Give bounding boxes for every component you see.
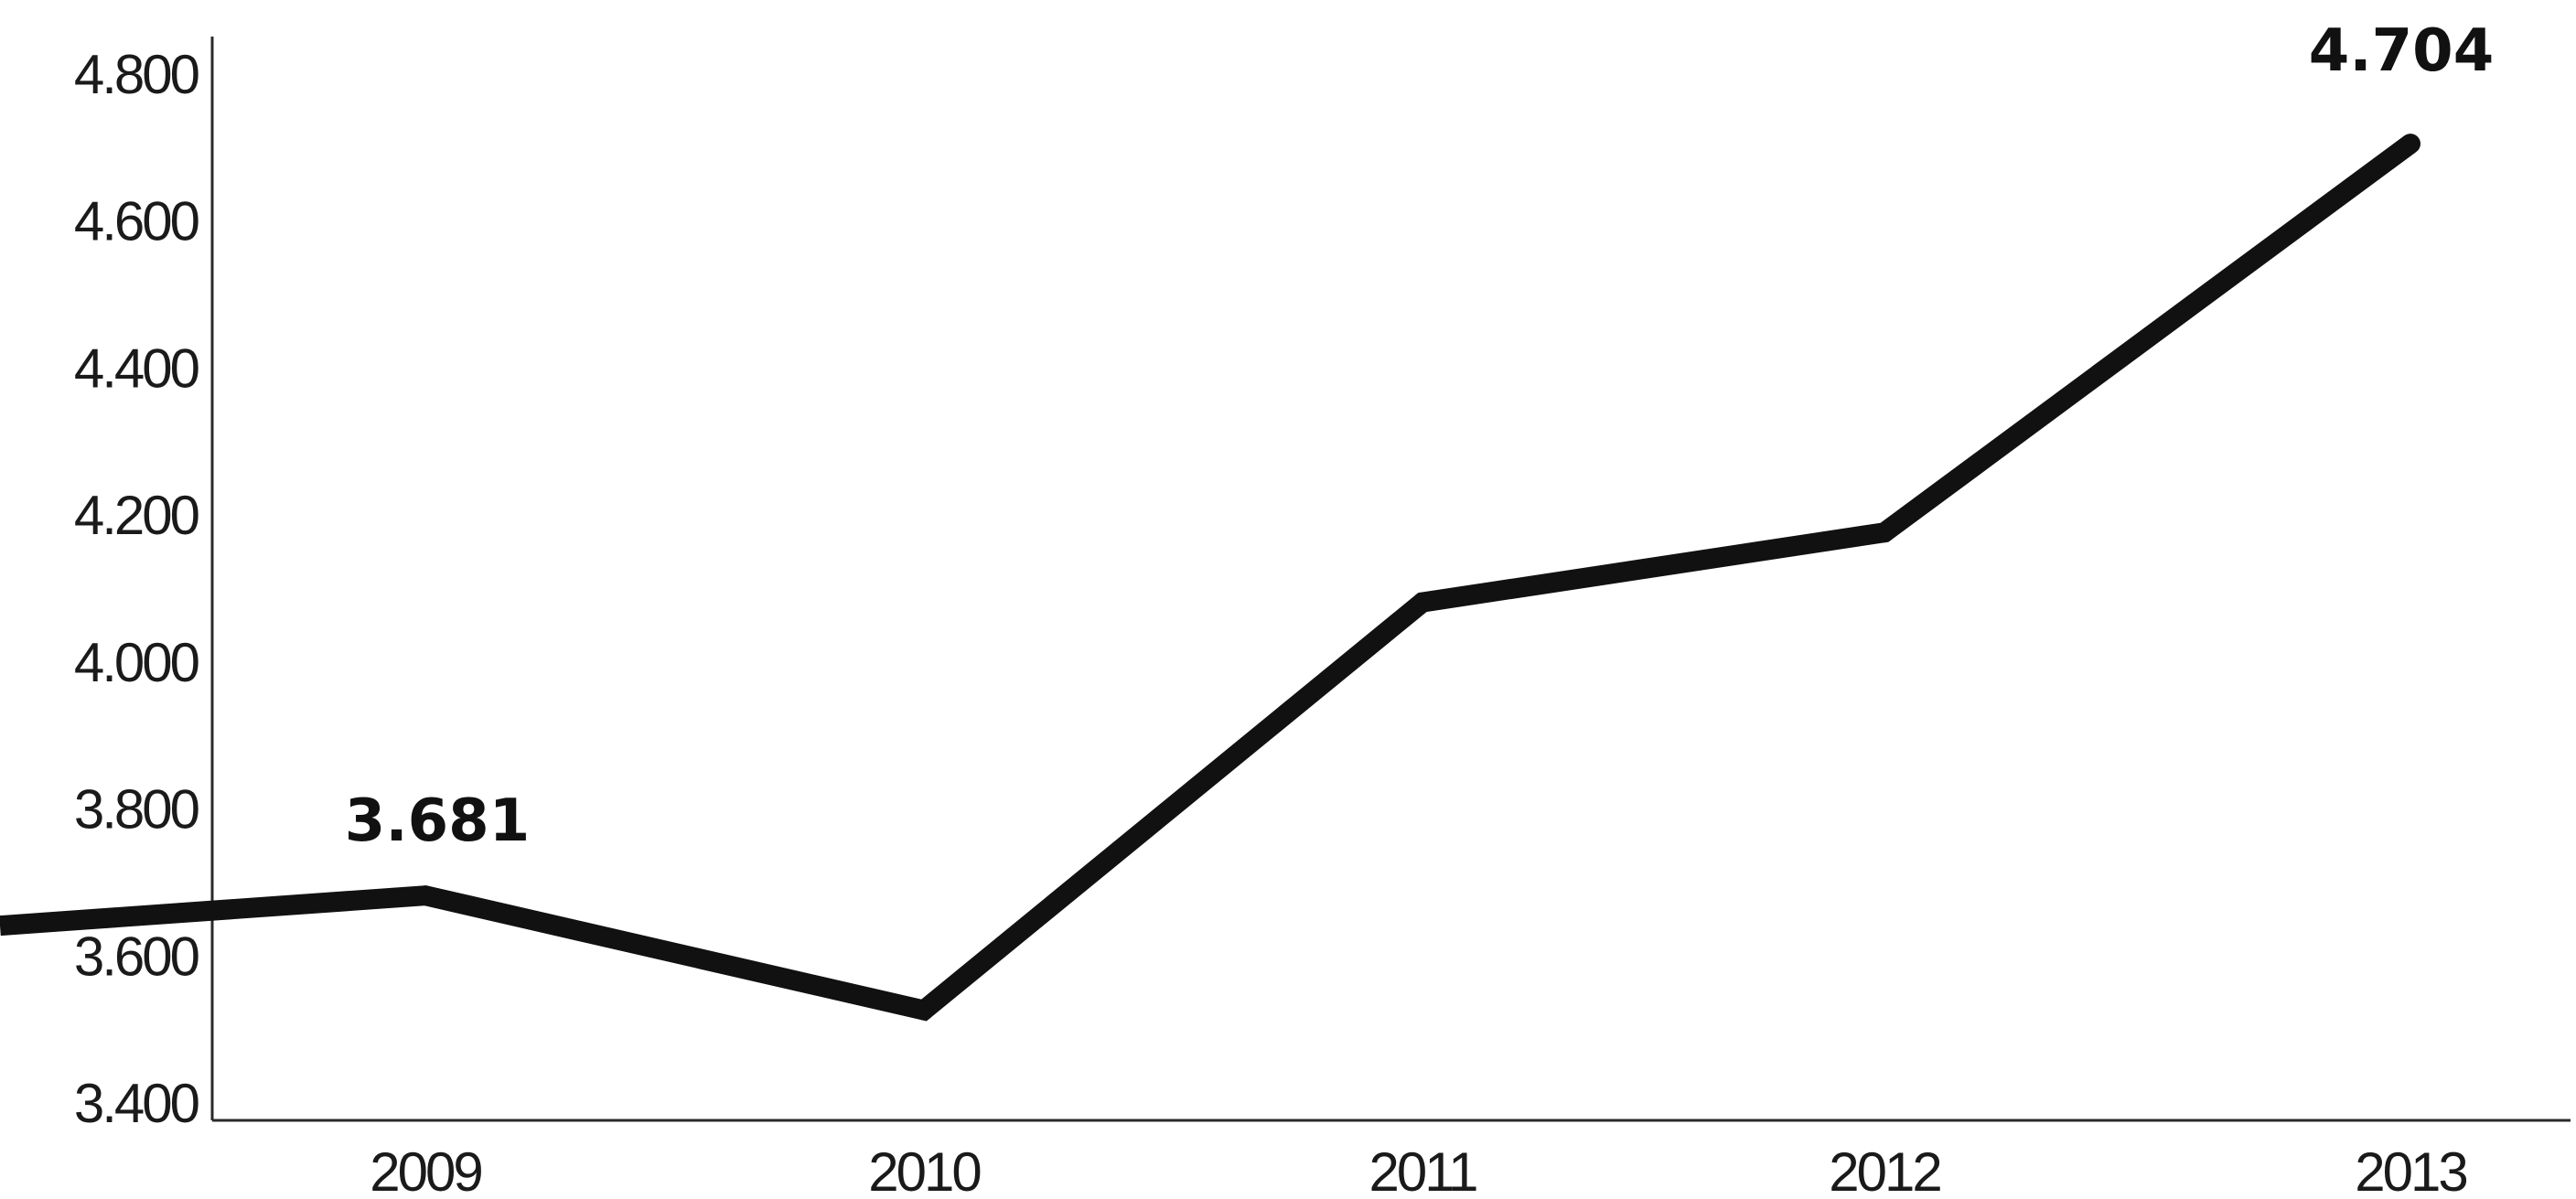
y-tick-label: 4.800 [74,44,199,105]
data-point [2400,134,2420,155]
data-label: 3.681 [345,787,530,855]
series-layer [0,134,2420,1022]
x-tick-label: 2011 [1368,1141,1476,1199]
data-point [1874,522,1894,543]
x-tick-label: 2012 [1829,1141,1940,1199]
x-tick-label: 2010 [868,1141,981,1199]
y-tick-label: 4.400 [74,337,199,399]
y-tick-label: 4.200 [74,485,199,546]
y-tick-labels: 3.400 3.600 3.800 4.000 4.200 4.400 4.600 4.800 [74,44,202,1134]
y-tick-label: 3.400 [74,1073,199,1134]
data-labels: 3.681 4.704 [345,17,2494,855]
data-point [415,885,435,906]
data-point [1412,592,1433,613]
data-point [914,1000,934,1021]
data-label: 4.704 [2309,17,2494,85]
y-tick-label: 4.600 [74,191,199,252]
y-tick-label: 4.000 [74,632,199,693]
series-line [0,135,2417,1022]
x-tick-label: 2013 [2355,1141,2466,1199]
y-tick-label: 3.600 [74,926,199,987]
x-tick-labels: 2009 2010 2011 2012 2013 [370,1141,2469,1199]
y-tick-label: 3.800 [74,779,199,840]
x-tick-label: 2009 [370,1141,481,1199]
